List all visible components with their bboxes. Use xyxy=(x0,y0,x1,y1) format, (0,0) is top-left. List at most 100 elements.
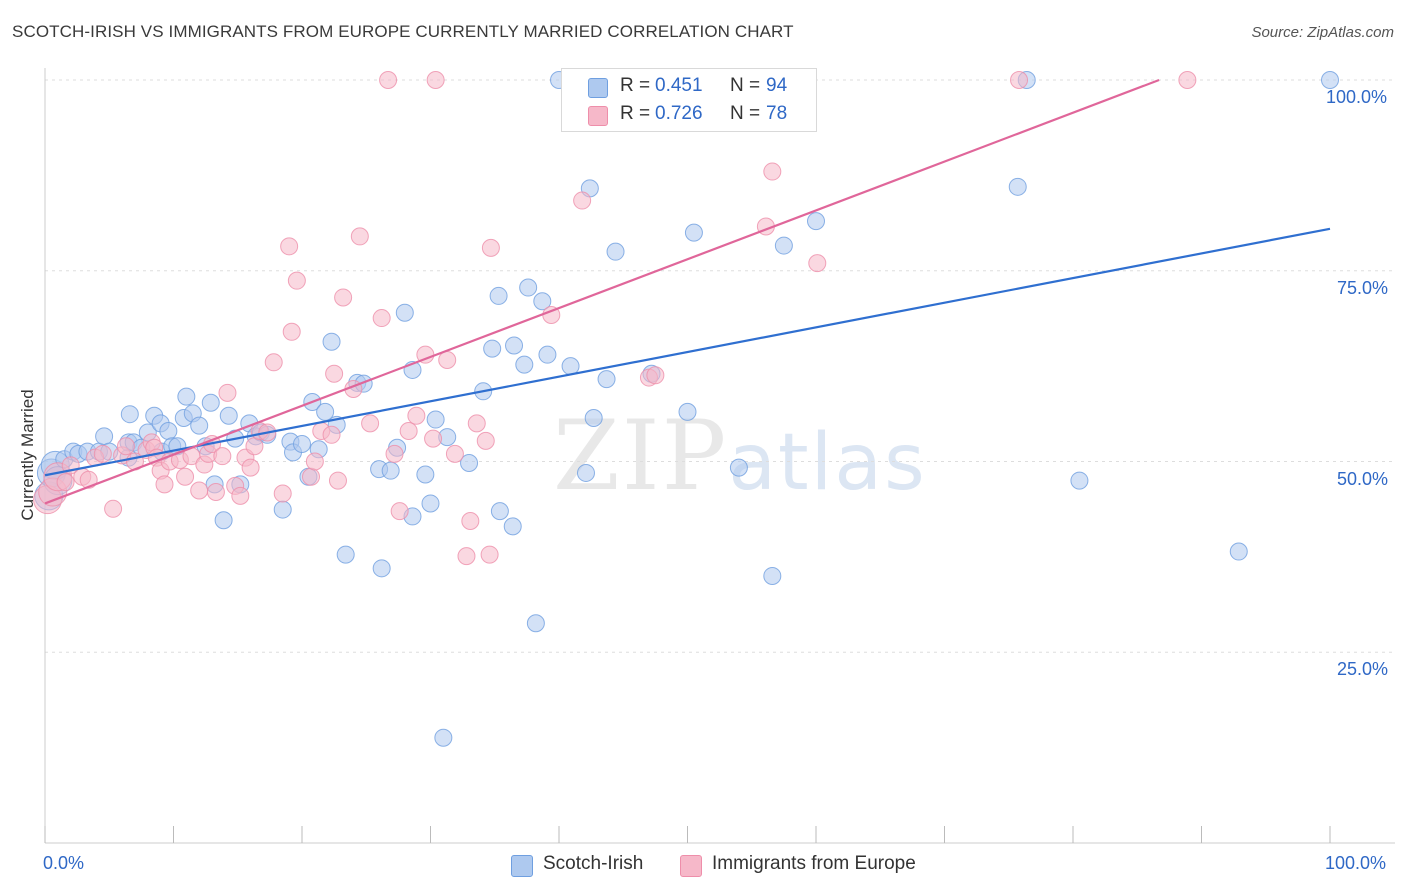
data-point xyxy=(395,303,414,322)
data-point xyxy=(282,322,301,341)
data-point xyxy=(372,309,391,328)
data-point xyxy=(381,461,400,480)
data-point xyxy=(328,471,347,490)
data-point xyxy=(273,484,292,503)
y-tick-label: 75.0% xyxy=(1337,277,1389,298)
data-point xyxy=(480,545,499,564)
data-point xyxy=(322,425,341,444)
series-swatch-immigrants-europe xyxy=(680,855,702,877)
data-point xyxy=(646,366,665,385)
watermark: ZIPatlas xyxy=(553,400,927,512)
data-point xyxy=(325,364,344,383)
data-point xyxy=(457,547,476,566)
data-point xyxy=(533,292,552,311)
legend-row-scotch-irish: R = 0.451 N = 94 xyxy=(562,73,816,101)
data-point xyxy=(421,494,440,513)
legend-swatch-immigrants-europe xyxy=(588,106,608,126)
legend-n-label: N = xyxy=(730,75,761,96)
data-point xyxy=(460,454,479,473)
data-point xyxy=(1010,71,1029,89)
series-swatch-scotch-irish xyxy=(511,855,533,877)
data-point xyxy=(201,393,220,412)
data-point xyxy=(213,447,232,466)
legend-r-value: 0.726 xyxy=(655,103,703,124)
legend-n-label: N = xyxy=(730,103,761,124)
data-point xyxy=(190,416,209,435)
data-point xyxy=(293,434,311,453)
watermark-atlas: atlas xyxy=(728,418,927,508)
data-point xyxy=(79,470,98,489)
data-point xyxy=(334,288,353,307)
legend-n-value: 78 xyxy=(766,103,788,124)
data-point xyxy=(678,402,697,421)
series-label-scotch-irish: Scotch-Irish xyxy=(543,853,644,874)
data-point xyxy=(763,566,782,585)
legend-row-immigrants-europe: R = 0.726 N = 78 xyxy=(562,101,816,129)
data-point xyxy=(438,351,457,370)
data-point xyxy=(515,355,534,374)
data-point xyxy=(407,406,426,425)
data-point xyxy=(245,437,264,456)
data-point xyxy=(505,336,524,355)
data-point xyxy=(684,223,703,242)
data-point xyxy=(426,71,445,89)
data-point xyxy=(218,383,237,402)
data-point xyxy=(206,483,225,502)
data-point xyxy=(424,429,443,448)
data-point xyxy=(461,512,480,531)
data-point xyxy=(490,502,509,521)
data-point xyxy=(273,500,292,519)
data-point xyxy=(336,545,355,564)
data-point xyxy=(1229,542,1248,561)
data-point xyxy=(159,421,178,440)
data-point xyxy=(372,559,391,578)
data-point xyxy=(729,458,748,477)
series-points-0 xyxy=(34,71,1339,747)
data-point xyxy=(1070,471,1089,490)
data-point xyxy=(597,370,616,389)
data-point xyxy=(576,463,595,482)
data-point xyxy=(519,278,538,297)
grid-lines xyxy=(45,79,1395,653)
data-point xyxy=(807,212,825,231)
data-point xyxy=(399,421,418,440)
data-point xyxy=(116,437,135,456)
data-point xyxy=(489,286,508,305)
legend-r-value: 0.451 xyxy=(655,75,703,96)
chart-title: SCOTCH-IRISH VS IMMIGRANTS FROM EUROPE C… xyxy=(12,22,794,41)
data-point xyxy=(241,458,260,477)
data-point xyxy=(774,236,793,255)
y-tick-label: 100.0% xyxy=(1326,87,1388,107)
data-point xyxy=(214,511,233,530)
trend-line xyxy=(44,227,1331,477)
legend-r-label: R = xyxy=(620,75,651,96)
legend-n-value: 94 xyxy=(766,75,788,96)
data-point xyxy=(467,414,486,433)
data-point xyxy=(305,452,324,471)
data-point xyxy=(526,614,545,633)
data-point xyxy=(361,414,380,433)
data-point xyxy=(606,242,625,261)
data-points xyxy=(33,71,1339,747)
data-point xyxy=(219,406,238,425)
data-point xyxy=(476,431,495,450)
data-point xyxy=(445,444,464,463)
data-point xyxy=(390,502,409,521)
x-tick-label-min: 0.0% xyxy=(43,853,85,873)
data-point xyxy=(104,499,123,518)
data-point xyxy=(481,238,500,257)
data-point xyxy=(155,475,174,494)
data-point xyxy=(573,191,592,210)
x-tick-label-max: 100.0% xyxy=(1325,853,1387,873)
y-tick-label: 50.0% xyxy=(1337,468,1389,489)
data-point xyxy=(1178,71,1197,89)
trend-lines xyxy=(44,78,1331,505)
series-label-immigrants-europe: Immigrants from Europe xyxy=(712,853,916,874)
series-points-1 xyxy=(33,71,1197,566)
data-point xyxy=(190,481,209,500)
data-point xyxy=(483,339,502,358)
data-point xyxy=(301,467,320,486)
data-point xyxy=(322,332,341,351)
data-point xyxy=(503,517,522,536)
